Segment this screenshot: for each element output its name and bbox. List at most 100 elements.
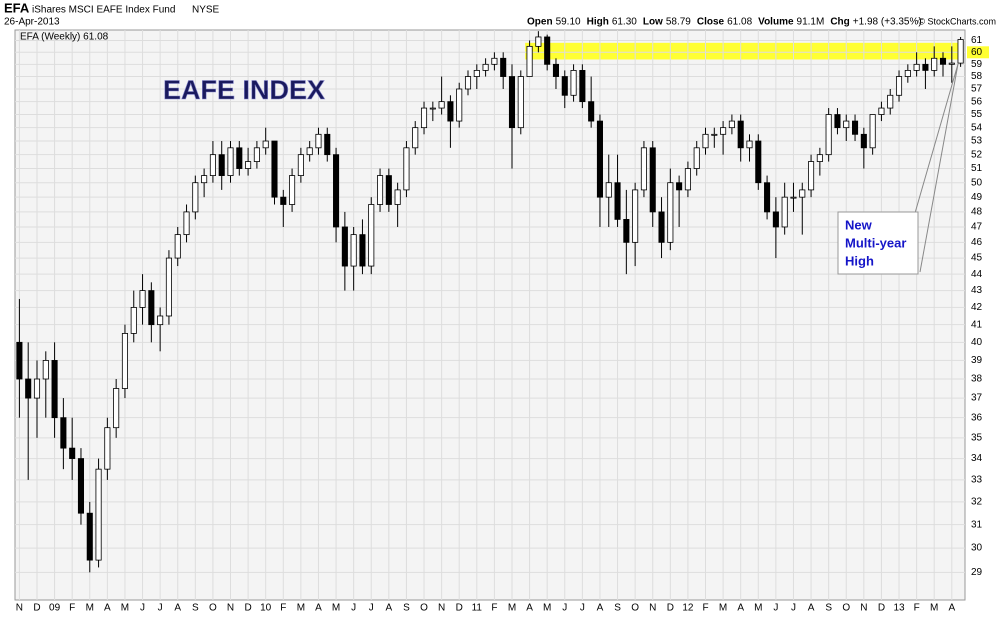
candle-body	[632, 189, 639, 243]
y-tick-label: 39	[971, 355, 983, 366]
x-tick-label: O	[209, 603, 217, 614]
candle-body	[306, 147, 313, 156]
candle-body	[790, 196, 797, 199]
x-tick-label: J	[158, 603, 163, 614]
y-tick-label: 59	[971, 59, 983, 70]
y-tick-label: 41	[971, 319, 983, 330]
candle-body	[113, 388, 120, 429]
x-tick-label: J	[369, 603, 374, 614]
quote-value: 59.10	[556, 17, 581, 28]
quote-value: 91.1M	[797, 17, 825, 28]
candle-body	[368, 204, 375, 267]
x-tick-label: M	[121, 603, 129, 614]
candle-body	[385, 175, 392, 205]
x-tick-label: S	[403, 603, 410, 614]
candle-body	[262, 140, 269, 149]
x-tick-label: A	[174, 603, 181, 614]
candle-body	[755, 140, 762, 184]
y-tick-label: 30	[971, 543, 983, 554]
fund-name: iShares MSCI EAFE Index Fund	[32, 5, 175, 16]
x-tick-label: M	[86, 603, 94, 614]
candle-body	[253, 147, 260, 162]
x-tick-label: M	[930, 603, 938, 614]
candle-body	[218, 154, 225, 176]
y-tick-label: 37	[971, 393, 983, 404]
candle-body	[403, 147, 410, 191]
y-tick-label: 33	[971, 475, 983, 486]
x-tick-label: 10	[260, 603, 272, 614]
candle-body	[236, 147, 243, 169]
candle-body	[860, 133, 867, 149]
candle-body	[341, 226, 348, 267]
candle-body	[931, 57, 938, 71]
x-tick-label: D	[244, 603, 251, 614]
candle-body	[209, 154, 216, 176]
candle-body	[377, 175, 384, 205]
date: 26-Apr-2013	[4, 17, 60, 28]
candle-body	[737, 120, 744, 149]
x-tick-label: F	[914, 603, 920, 614]
x-tick-label: A	[386, 603, 393, 614]
y-tick-label: 44	[971, 269, 983, 280]
x-tick-label: D	[667, 603, 674, 614]
x-tick-label: O	[631, 603, 639, 614]
candle-body	[429, 107, 436, 110]
y-tick-label: 58	[971, 71, 983, 82]
y-tick-label: 49	[971, 192, 983, 203]
callout-box	[837, 211, 919, 275]
x-tick-label: A	[315, 603, 322, 614]
candle-body	[464, 76, 472, 90]
y-tick-label: 38	[971, 374, 983, 385]
x-tick-label: N	[16, 603, 23, 614]
candle-body	[887, 94, 894, 109]
candle-body	[825, 114, 832, 156]
candle-body	[640, 147, 647, 191]
quote-label: High	[587, 17, 609, 28]
candle-body	[878, 107, 885, 115]
x-tick-label: N	[649, 603, 656, 614]
candle-body	[104, 427, 111, 470]
candle-body	[693, 147, 700, 169]
x-tick-label: N	[227, 603, 234, 614]
candle-body	[500, 57, 507, 77]
quote-label: Volume	[758, 17, 794, 28]
candle-body	[869, 114, 876, 149]
candle-body	[130, 307, 137, 334]
candle-body	[816, 154, 823, 162]
candle-body	[201, 175, 208, 184]
candle-body	[561, 76, 568, 96]
y-tick-label: 34	[971, 453, 983, 464]
candle-body	[720, 127, 727, 135]
y-tick-label: 45	[971, 253, 983, 264]
candle-body	[728, 120, 735, 129]
candle-body	[420, 107, 428, 129]
y-tick-label: 55	[971, 109, 983, 120]
candle-body	[623, 218, 630, 243]
candle-body	[394, 189, 401, 205]
quote-label: Chg	[830, 17, 849, 28]
x-tick-label: J	[140, 603, 145, 614]
candle-body	[456, 88, 463, 122]
resistance-band	[525, 42, 963, 60]
candle-body	[412, 127, 419, 149]
y-tick-label: 54	[971, 122, 983, 133]
x-tick-label: S	[614, 603, 621, 614]
candle-body	[957, 39, 964, 64]
x-tick-label: J	[773, 603, 778, 614]
candle-body	[60, 417, 67, 449]
y-tick-label: 47	[971, 222, 983, 233]
x-tick-label: F	[69, 603, 75, 614]
candle-body	[922, 63, 929, 71]
candle-body	[359, 234, 366, 267]
candle-body	[939, 57, 947, 65]
candle-body	[315, 133, 322, 149]
candle-body	[42, 360, 49, 380]
x-tick-label: M	[297, 603, 305, 614]
y-tick-label: 31	[971, 519, 983, 530]
quote-value: 61.08	[727, 17, 752, 28]
quote-value: 58.79	[666, 17, 691, 28]
callout-pointer	[914, 63, 959, 273]
candle-body	[843, 120, 850, 129]
candle-body	[508, 76, 516, 129]
candle-body	[676, 182, 683, 191]
